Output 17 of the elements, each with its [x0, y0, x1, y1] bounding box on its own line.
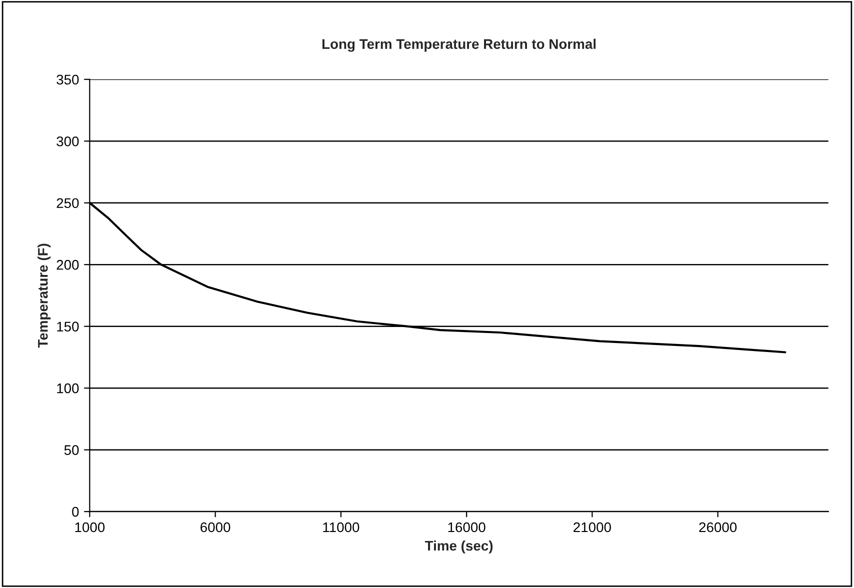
x-tick-label: 6000 [200, 522, 230, 532]
x-axis-title: Time (sec) [424, 540, 493, 554]
y-tick-label: 0 [72, 506, 79, 517]
y-tick-label: 150 [57, 322, 79, 332]
y-tick-label: 50 [64, 445, 79, 455]
x-tick-label: 16000 [448, 522, 486, 532]
y-tick-label: 250 [56, 198, 79, 208]
y-axis-title: Temperature (F) [38, 244, 51, 348]
y-tick-label: 100 [57, 383, 79, 394]
y-tick-label: 350 [56, 74, 79, 85]
x-tick-label: 26000 [699, 522, 737, 532]
x-tick-label: 11000 [323, 522, 360, 532]
x-tick-label: 21000 [574, 522, 611, 532]
y-tick-label: 200 [56, 260, 79, 270]
y-tick-label: 300 [56, 136, 79, 146]
chart-title: Long Term Temperature Return to Normal [322, 38, 596, 52]
x-tick-label: 1000 [75, 522, 105, 532]
